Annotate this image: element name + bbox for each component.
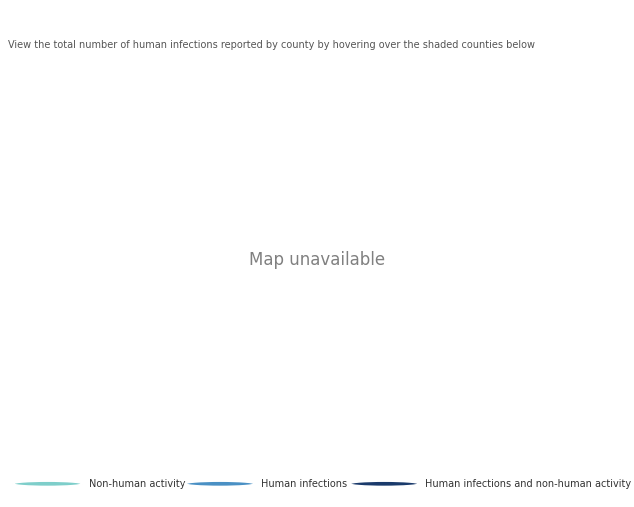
Ellipse shape (13, 481, 82, 487)
Text: Human infections: Human infections (261, 479, 347, 489)
Text: Map unavailable: Map unavailable (249, 251, 385, 269)
Ellipse shape (349, 481, 419, 487)
Text: Non-human activity: Non-human activity (89, 479, 185, 489)
Text: West Nile virus human and non-human activity by county of residence, 2024*: West Nile virus human and non-human acti… (8, 9, 521, 22)
Ellipse shape (185, 481, 255, 487)
Text: View the total number of human infections reported by county by hovering over th: View the total number of human infection… (8, 40, 534, 50)
Text: Human infections and non-human activity: Human infections and non-human activity (425, 479, 631, 489)
